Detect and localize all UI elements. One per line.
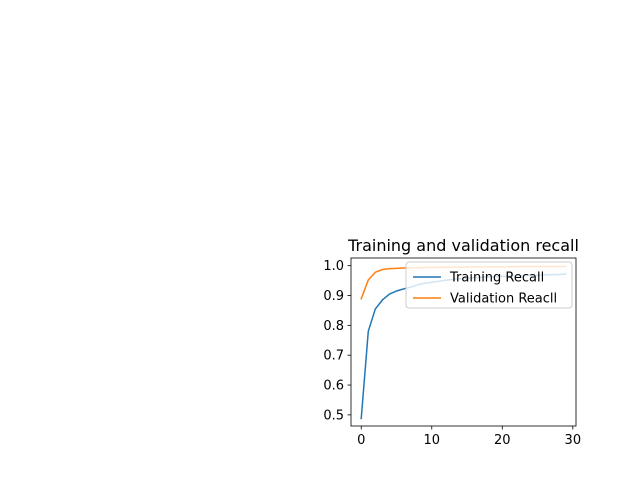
y-tick-label: 1.0	[323, 259, 344, 274]
x-tick-label: 0	[357, 433, 365, 448]
y-tick-label: 0.6	[323, 379, 344, 394]
axes-frame	[350, 257, 577, 427]
x-tick-label: 10	[423, 433, 440, 448]
legend-box	[405, 261, 573, 309]
x-tick-label: 20	[494, 433, 511, 448]
x-tick-label: 30	[565, 433, 582, 448]
x-axis-ticks: 0 10 20 30	[357, 426, 581, 448]
y-tick-label: 0.8	[323, 319, 344, 334]
y-tick-label: 0.9	[323, 289, 344, 304]
y-tick-label: 0.5	[323, 408, 344, 423]
axes-border	[350, 257, 577, 427]
legend-label: Validation Reacll	[450, 292, 557, 307]
y-axis-ticks: 0.5 0.6 0.7 0.8 0.9 1.0	[323, 259, 351, 423]
chart-title: Training and validation recall	[347, 236, 579, 255]
legend-label: Training Recall	[449, 271, 544, 286]
y-tick-label: 0.7	[323, 349, 344, 364]
legend: Training Recall Validation Reacll	[405, 261, 573, 309]
